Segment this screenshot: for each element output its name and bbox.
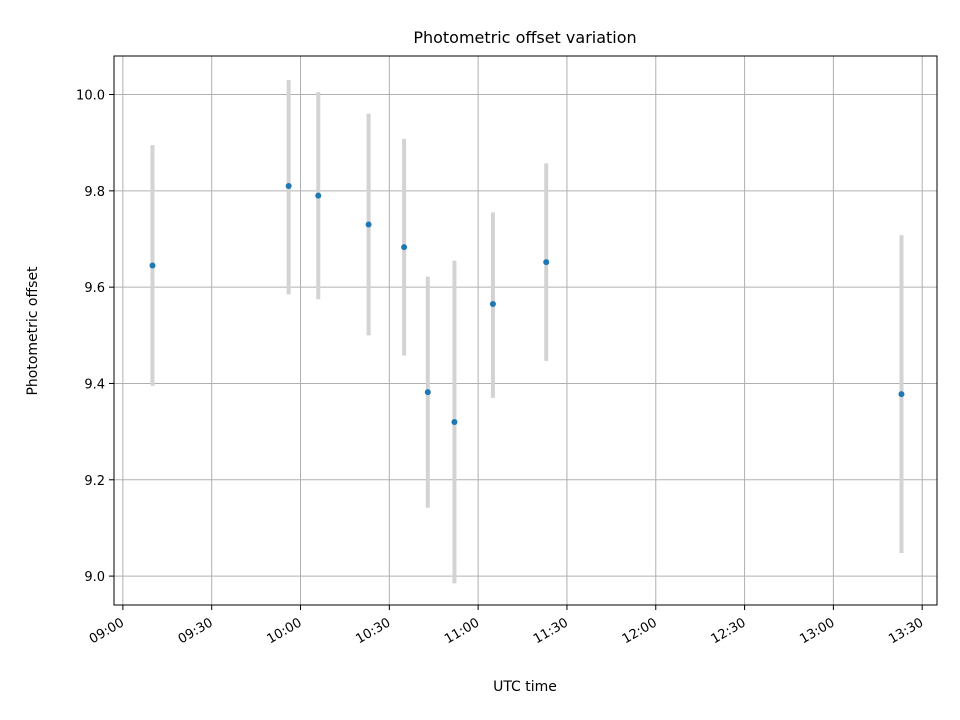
- error-bars: [150, 80, 904, 584]
- x-tick-label: 09:00: [87, 615, 127, 647]
- data-point: [898, 391, 905, 398]
- y-tick-label: 9.4: [84, 377, 105, 392]
- x-tick-label: 11:00: [442, 615, 482, 647]
- data-point: [401, 244, 408, 251]
- data-point: [149, 262, 156, 269]
- chart-title: Photometric offset variation: [413, 28, 636, 47]
- data-point: [424, 389, 431, 396]
- x-tick-label: 13:30: [886, 615, 926, 647]
- x-tick-label: 10:30: [353, 615, 393, 647]
- x-tick-label: 12:00: [620, 615, 660, 647]
- grid: [114, 56, 937, 605]
- x-tick-label: 12:30: [709, 615, 749, 647]
- y-tick-label: 9.6: [84, 281, 105, 296]
- x-tick-label: 13:00: [797, 615, 837, 647]
- x-axis-label: UTC time: [493, 679, 557, 695]
- data-point: [365, 221, 372, 228]
- y-tick-label: 10.0: [76, 89, 105, 104]
- x-tick-label: 11:30: [531, 615, 571, 647]
- y-axis-label: Photometric offset: [25, 266, 41, 396]
- data-point: [285, 183, 292, 190]
- x-tick-label: 09:30: [176, 615, 216, 647]
- y-tick-label: 9.8: [84, 185, 105, 200]
- data-point: [315, 192, 322, 199]
- data-point: [451, 419, 458, 425]
- data-point: [489, 301, 496, 308]
- y-axis: 9.0 9.2 9.4 9.6 9.8 10.0: [76, 89, 114, 585]
- data-point: [543, 259, 550, 266]
- y-tick-label: 9.2: [84, 474, 105, 489]
- data-points: [149, 183, 905, 425]
- y-tick-label: 9.0: [84, 570, 105, 585]
- x-tick-label: 10:00: [265, 615, 305, 647]
- x-axis: 09:00 09:30 10:00 10:30 11:00 11:30 12:00 12:30…: [87, 605, 926, 647]
- plot-frame: [113, 55, 938, 606]
